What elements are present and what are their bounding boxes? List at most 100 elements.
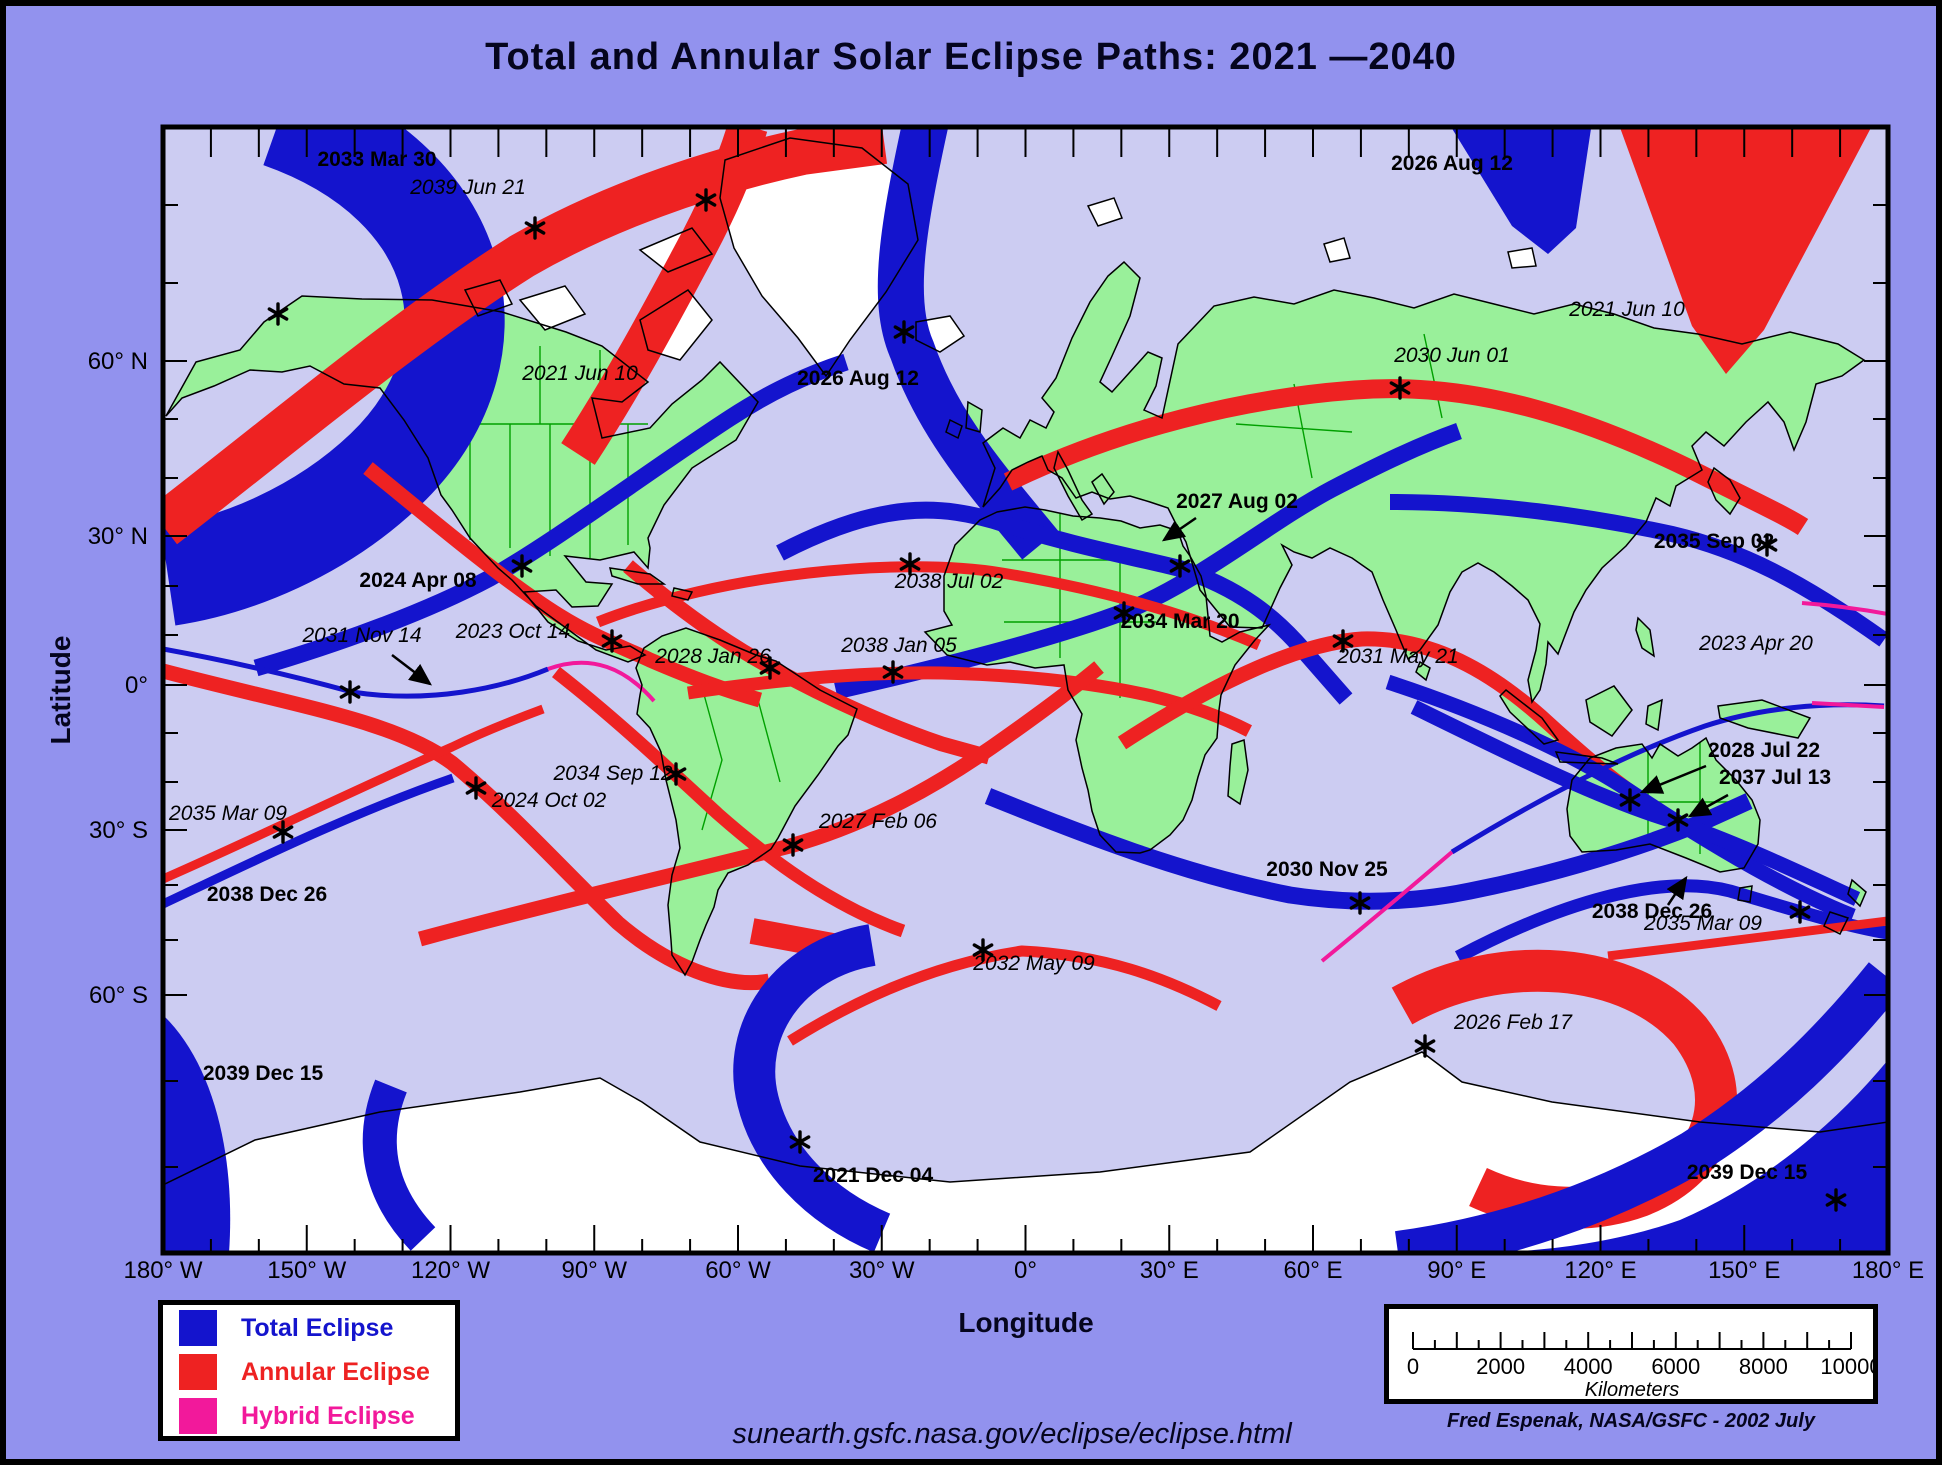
label-leader-arrow bbox=[391, 654, 432, 686]
longitude-tick-label: 150° W bbox=[267, 1257, 346, 1284]
longitude-tick-label: 120° E bbox=[1564, 1257, 1636, 1284]
borneo bbox=[1586, 686, 1632, 736]
legend-label-total: Total Eclipse bbox=[241, 1313, 394, 1342]
eclipse-paths bbox=[163, 127, 1888, 1253]
eclipse-path-annular bbox=[163, 663, 771, 991]
greece-coastline bbox=[1091, 472, 1115, 506]
eclipse-date-label: 2035 Sep 02 bbox=[1654, 530, 1774, 553]
legend-label-hybrid: Hybrid Eclipse bbox=[241, 1401, 415, 1430]
longitude-tick-label: 180° W bbox=[124, 1257, 203, 1284]
ellesmere-island-coastline bbox=[638, 227, 714, 273]
coastlines bbox=[163, 137, 1888, 1253]
distance-scale-bar: 0 2000 4000 6000 8000 10000 Kilometers bbox=[1384, 1304, 1882, 1404]
eclipse-date-label: 2035 Mar 09 bbox=[168, 802, 287, 825]
eclipse-path-total bbox=[984, 788, 1753, 910]
greatest-eclipse-markers bbox=[267, 188, 1847, 1212]
label-leader-arrow bbox=[1639, 764, 1707, 794]
greatest-eclipse-marker bbox=[1756, 533, 1778, 557]
eclipse-path-total bbox=[1385, 674, 1856, 923]
eclipse-date-label: 2032 May 09 bbox=[972, 952, 1095, 975]
iceland-coastline bbox=[915, 315, 966, 353]
new-siberian-islands-coastline bbox=[1507, 247, 1537, 269]
scale-tick-label: 0 bbox=[1407, 1354, 1419, 1379]
eclipse-path-annular bbox=[1619, 127, 1872, 374]
border-line bbox=[1423, 333, 1443, 419]
eclipse-date-label: 2030 Jun 01 bbox=[1393, 344, 1510, 367]
italy bbox=[1054, 452, 1092, 520]
latitude-tick-label: 60° S bbox=[89, 982, 148, 1009]
eclipse-date-label: 2028 Jul 22 bbox=[1708, 739, 1820, 762]
greatest-eclipse-marker bbox=[1332, 629, 1354, 653]
eclipse-date-label: 2031 May 21 bbox=[1336, 645, 1458, 668]
border-line bbox=[757, 699, 781, 783]
philippines bbox=[1636, 618, 1654, 656]
eclipse-path-annular bbox=[1607, 916, 1888, 961]
new-zealand-south-coastline bbox=[1823, 911, 1850, 936]
hybrid-eclipse-swatch bbox=[179, 1398, 217, 1434]
greatest-eclipse-marker bbox=[511, 554, 533, 578]
eclipse-path-hybrid bbox=[547, 660, 656, 703]
greatest-eclipse-marker bbox=[1349, 891, 1371, 915]
new-zealand-north-coastline bbox=[1847, 878, 1867, 908]
eclipse-date-label: 2039 Jun 21 bbox=[409, 176, 526, 199]
eclipse-date-label: 2039 Dec 15 bbox=[203, 1062, 324, 1085]
axis-ticks bbox=[165, 129, 1886, 1251]
greatest-eclipse-marker bbox=[1414, 1034, 1436, 1058]
label-leader-arrow bbox=[1687, 793, 1729, 818]
eclipse-path-hybrid bbox=[1801, 601, 1888, 616]
greatest-eclipse-marker bbox=[759, 656, 781, 680]
greatest-eclipse-marker bbox=[1667, 808, 1689, 832]
greatest-eclipse-marker bbox=[665, 762, 687, 786]
greatest-eclipse-marker bbox=[1789, 900, 1811, 924]
svalbard-coastline bbox=[1086, 197, 1123, 227]
madagascar-coastline bbox=[1227, 739, 1249, 806]
longitude-tick-label: 150° E bbox=[1708, 1257, 1780, 1284]
greatest-eclipse-marker bbox=[782, 833, 804, 857]
eclipse-date-label: 2035 Mar 09 bbox=[1643, 912, 1762, 935]
greatest-eclipse-marker bbox=[899, 552, 921, 576]
eclipse-path-annular bbox=[787, 945, 1222, 1046]
greatest-eclipse-marker bbox=[695, 188, 717, 212]
eclipse-path-hybrid bbox=[1320, 850, 1454, 963]
axis-tick-labels: 180° W 150° W 120° W 90° W 60° W 30° W 0° 30° E… bbox=[88, 348, 1924, 1284]
longitude-tick-label: 60° E bbox=[1284, 1257, 1343, 1284]
eclipse-path-total bbox=[253, 353, 849, 677]
sri-lanka-coastline bbox=[1415, 660, 1431, 682]
north-america-coastline bbox=[165, 295, 759, 663]
eclipse-path-annular bbox=[163, 704, 545, 884]
greatest-eclipse-marker bbox=[524, 216, 546, 240]
greatest-eclipse-marker bbox=[1389, 376, 1411, 400]
eclipse-date-label: 2038 Dec 26 bbox=[207, 883, 327, 906]
eclipse-path-annular bbox=[552, 666, 906, 938]
credit-line: Fred Espenak, NASA/GSFC - 2002 July bbox=[1447, 1410, 1815, 1432]
greatest-eclipse-marker bbox=[882, 660, 904, 684]
eclipse-date-label: 2023 Apr 20 bbox=[1698, 632, 1813, 655]
map-frame bbox=[160, 124, 1891, 1256]
greatest-eclipse-marker bbox=[1169, 554, 1191, 578]
eclipse-date-label: 2039 Dec 15 bbox=[1687, 1161, 1808, 1184]
longitude-tick-label: 120° W bbox=[411, 1257, 490, 1284]
longitude-tick-label: 30° W bbox=[849, 1257, 915, 1284]
severnaya-zemlya-coastline bbox=[1323, 237, 1351, 263]
annular-eclipse-swatch bbox=[179, 1354, 217, 1390]
scale-ruler: 0 2000 4000 6000 8000 10000 Kilometers bbox=[1407, 1332, 1882, 1401]
cuba-coastline bbox=[608, 567, 667, 585]
label-leader-arrow bbox=[1161, 516, 1197, 542]
longitude-tick-label: 180° E bbox=[1852, 1257, 1924, 1284]
eurasia-coastline bbox=[982, 260, 1866, 704]
eclipse-path-total bbox=[834, 423, 1462, 700]
borneo-coastline bbox=[1585, 685, 1633, 738]
eclipse-date-label: 2026 Aug 12 bbox=[1391, 152, 1513, 175]
latitude-tick-label: 60° N bbox=[88, 348, 148, 375]
latitude-tick-label: 30° N bbox=[88, 523, 148, 550]
legend: Total Eclipse Annular Eclipse Hybrid Ecl… bbox=[158, 1300, 460, 1441]
source-url: sunearth.gsfc.nasa.gov/eclipse/eclipse.h… bbox=[732, 1418, 1292, 1450]
eclipse-date-label: 2033 Mar 30 bbox=[317, 148, 436, 171]
australia-coastline bbox=[1566, 736, 1761, 873]
latitude-tick-label: 0° bbox=[125, 672, 148, 699]
eclipse-date-labels: 2033 Mar 30 2039 Jun 21 2026 Aug 12 2021 Ju… bbox=[168, 148, 1831, 1187]
y-axis-title: Latitude bbox=[45, 636, 76, 745]
label-leader-arrow bbox=[1666, 875, 1688, 906]
eclipse-path-hybrid bbox=[1811, 701, 1885, 709]
scale-tick-label: 4000 bbox=[1564, 1354, 1613, 1379]
